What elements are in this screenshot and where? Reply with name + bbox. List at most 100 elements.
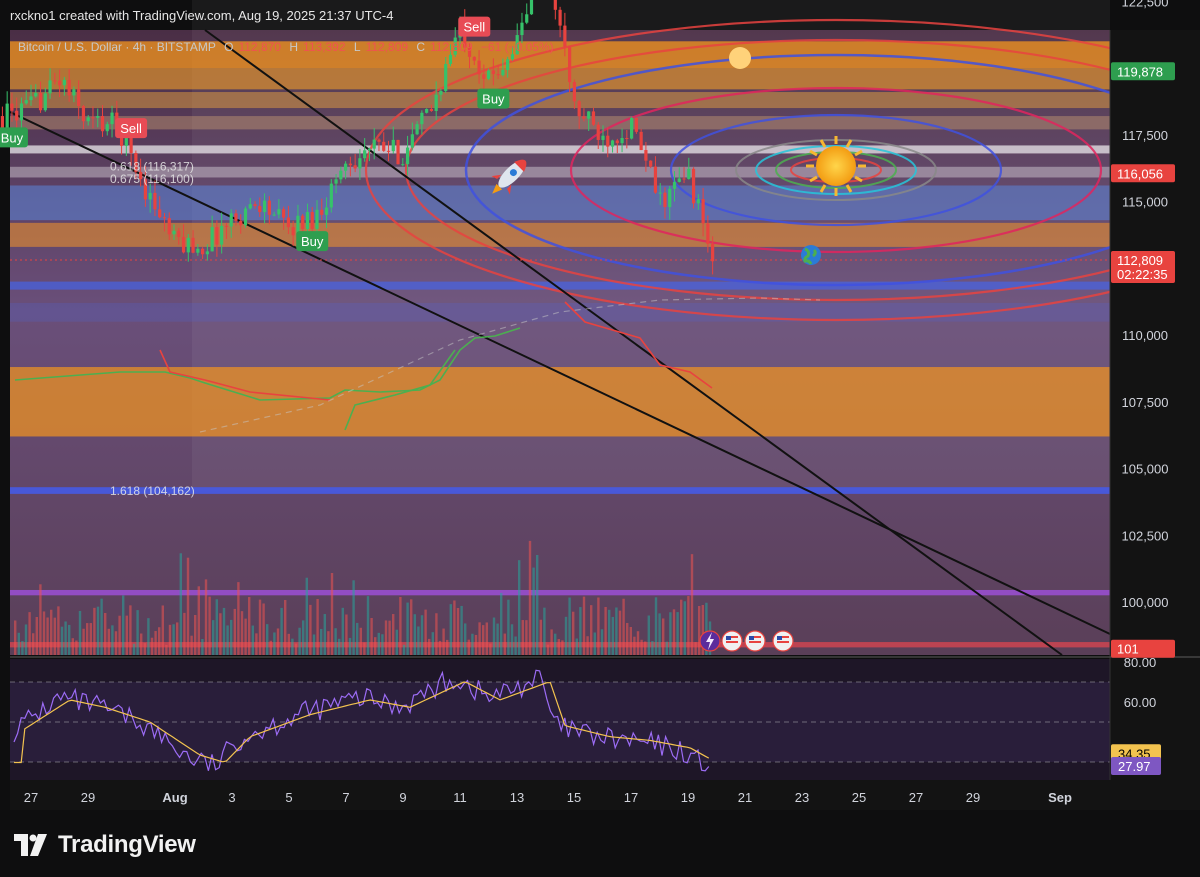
volume-bar [46, 617, 49, 655]
orbit-ellipse [365, 18, 1200, 322]
candle-body [491, 70, 495, 75]
volume-bar [442, 628, 445, 655]
volume-bar [420, 615, 424, 655]
time-tick-label: 29 [81, 790, 95, 805]
time-tick-label: 9 [399, 790, 406, 805]
volume-bar [330, 573, 334, 655]
volume-bar [356, 622, 359, 655]
volume-bar [208, 596, 211, 655]
volume-bar [543, 607, 546, 655]
volume-bar [215, 599, 218, 655]
candle-body [410, 134, 414, 148]
volume-bar [320, 628, 323, 655]
rsi-tick-label: 80.00 [1124, 655, 1157, 670]
candle-body [487, 70, 491, 79]
candle-body [453, 37, 457, 55]
volume-bar [327, 631, 330, 655]
volume-bar [266, 624, 269, 655]
candle-body [86, 117, 90, 122]
open-label: O [224, 40, 234, 54]
volume-bar [125, 615, 128, 655]
candle-body [282, 209, 286, 218]
volume-bar [111, 625, 114, 655]
volume-bar [89, 623, 92, 655]
rocket-icon [491, 159, 527, 195]
orbit-ellipse [405, 38, 1200, 302]
price-tick-label: 115,000 [1122, 195, 1168, 210]
volume-bar [672, 609, 676, 655]
candle-body [105, 124, 109, 132]
volume-bar [586, 636, 589, 655]
open-value: 112,870 [238, 40, 282, 54]
orbit-ellipse [464, 53, 1200, 287]
candle-body [525, 14, 529, 23]
signal-label: Buy [301, 234, 324, 249]
time-tick-label: 25 [852, 790, 866, 805]
candle-body [334, 179, 338, 184]
candle-body [229, 213, 233, 227]
volume-bar [68, 624, 71, 655]
candle-body [167, 218, 171, 235]
candle-body [148, 192, 152, 200]
candle-body [644, 150, 648, 161]
volume-bar [251, 625, 254, 655]
candle-body [520, 22, 524, 36]
candle-body [215, 227, 219, 245]
volume-bar [194, 614, 197, 655]
volume-bar [651, 641, 654, 655]
us-flag-event-icon [772, 630, 794, 652]
volume-bar [395, 629, 398, 655]
buy-signal: Buy [296, 231, 329, 252]
volume-bar [273, 632, 276, 655]
candle-body [43, 93, 47, 111]
volume-bar [75, 640, 78, 655]
candle-body [177, 230, 181, 237]
volume-bar [680, 599, 683, 655]
volume-bar [287, 633, 290, 655]
time-tick-label: Sep [1048, 790, 1072, 805]
price-label-tag [1111, 62, 1175, 81]
volume-bar [136, 610, 139, 655]
signal-label: Sell [120, 121, 142, 136]
candle-body [386, 150, 391, 152]
orbit-ellipse [569, 86, 1103, 254]
volume-bar [122, 595, 125, 655]
volume-bar [564, 616, 568, 655]
time-tick-label: 5 [285, 790, 292, 805]
candle-body [96, 116, 100, 118]
volume-bar [536, 554, 539, 655]
volume-bar [485, 622, 488, 655]
candle-body [286, 217, 290, 228]
change-value: −61 (−0.05%) [480, 40, 554, 54]
earth-icon [801, 245, 821, 265]
candle-body [186, 237, 190, 253]
candle-body [572, 82, 576, 102]
candle-body [510, 54, 515, 60]
volume-bar [435, 613, 438, 655]
volume-bar [402, 644, 406, 655]
candle-body [558, 9, 562, 26]
volume-bar [654, 597, 658, 655]
volume-bar [539, 619, 542, 655]
volume-bar [14, 620, 17, 655]
candle-body [568, 46, 572, 83]
volume-bar [388, 620, 391, 655]
rsi-value-tag [1111, 757, 1161, 776]
high-label: H [289, 40, 299, 54]
candle-body [172, 230, 176, 235]
candle-body [205, 251, 209, 255]
close-label: C [416, 40, 426, 54]
price-label-tag [1111, 639, 1175, 658]
volume-bar [579, 607, 582, 655]
volume-bar [406, 602, 409, 655]
candle-body [425, 108, 429, 113]
price-tick-label: 110,000 [1122, 328, 1168, 343]
candle-body [401, 164, 405, 166]
candle-body [658, 192, 662, 194]
candle-body [191, 237, 195, 253]
candle-body [696, 199, 700, 204]
candle-body [81, 106, 86, 122]
volume-bar [219, 613, 222, 655]
volume-bar [636, 631, 640, 655]
